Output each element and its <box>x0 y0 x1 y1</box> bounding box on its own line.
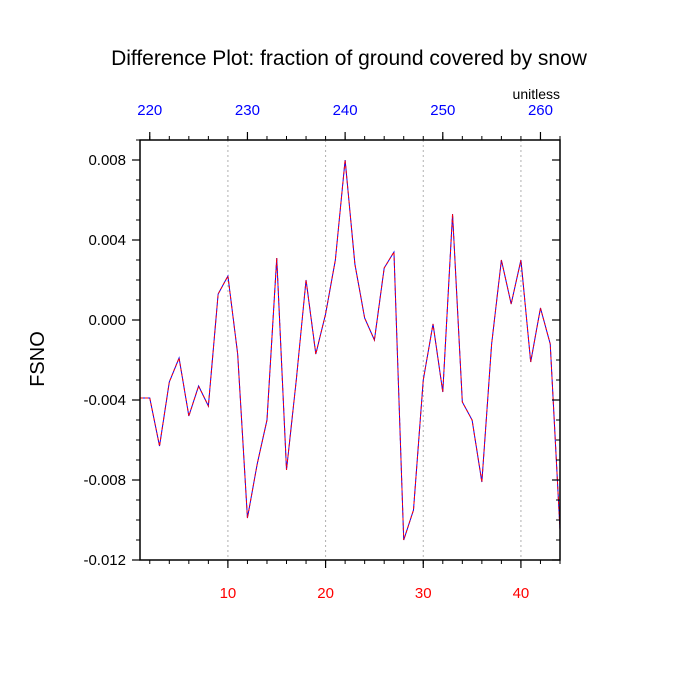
data-series <box>140 159 561 541</box>
y-axis-label: FSNO <box>27 331 49 387</box>
x-top-tick-label: 260 <box>528 102 553 119</box>
units-label: unitless <box>513 86 560 102</box>
axes: 0.008 0.004 0.000 -0.004 -0.008 -0.012 10 20 30 4… <box>83 102 561 602</box>
y-tick-label: 0.008 <box>88 152 126 169</box>
x-bottom-tick-label: 40 <box>513 585 530 602</box>
plot-frame <box>139 139 561 561</box>
x-top-tick-label: 220 <box>137 102 162 119</box>
x-bottom-tick-label: 10 <box>220 585 237 602</box>
x-top-tick-label: 230 <box>235 102 260 119</box>
chart-title: Difference Plot: fraction of ground cove… <box>111 47 588 70</box>
series-line-red <box>140 159 561 541</box>
x-bottom-tick-label: 30 <box>415 585 432 602</box>
y-tick-label: -0.012 <box>83 552 126 569</box>
y-tick-label: -0.004 <box>83 392 126 409</box>
y-tick-label: 0.000 <box>88 312 126 329</box>
x-top-tick-label: 250 <box>430 102 455 119</box>
grid-lines <box>227 140 522 560</box>
x-top-tick-label: 240 <box>333 102 358 119</box>
y-tick-label: -0.008 <box>83 472 126 489</box>
x-bottom-tick-label: 20 <box>317 585 334 602</box>
y-tick-label: 0.004 <box>88 232 126 249</box>
